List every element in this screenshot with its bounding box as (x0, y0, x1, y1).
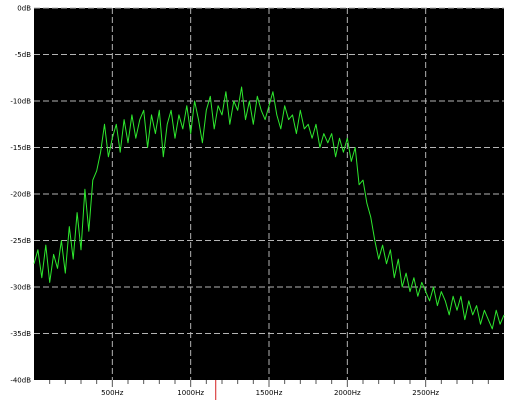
x-minor-ticks (49, 380, 489, 387)
x-tick-label: 2500Hz (412, 389, 439, 397)
y-tick-label: -25dB (10, 237, 31, 245)
y-tick-label: -40dB (10, 377, 31, 385)
y-tick-label: -20dB (10, 191, 31, 199)
x-tick-label: 500Hz (101, 389, 124, 397)
x-tick-label: 2000Hz (334, 389, 361, 397)
y-tick-label: 0dB (17, 5, 31, 13)
x-tick-label: 1000Hz (177, 389, 204, 397)
y-tick-label: -15dB (10, 144, 31, 152)
y-tick-label: -30dB (10, 284, 31, 292)
x-tick-label: 1500Hz (256, 389, 283, 397)
y-tick-label: -35dB (10, 330, 31, 338)
grid-lines (34, 7, 504, 380)
y-axis-tick-labels: 0dB -5dB -10dB -15dB -20dB -25dB -30dB -35dB -40… (10, 5, 31, 385)
spectrum-trace (33, 86, 505, 330)
y-tick-label: -10dB (10, 98, 31, 106)
x-axis-tick-labels: 500Hz 1000Hz 1500Hz 2000Hz 2500Hz (101, 389, 439, 397)
y-tick-label: -5dB (15, 51, 31, 59)
